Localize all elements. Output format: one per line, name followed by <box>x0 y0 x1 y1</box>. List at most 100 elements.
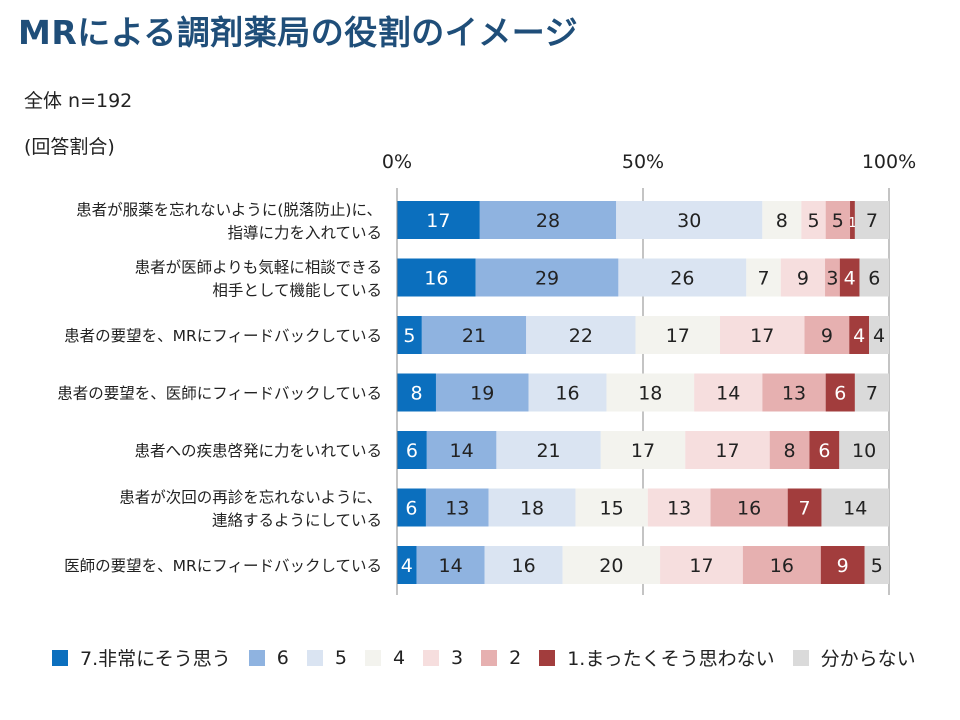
chart-legend: 7.非常にそう思う 6 5 4 3 2 1.まったくそう思わない 分からない <box>52 644 934 671</box>
data-label: 4 <box>401 555 413 577</box>
bar-segment <box>809 431 840 469</box>
category-label: 医師の要望を、MRにフィードバックしている <box>64 557 382 575</box>
data-label: 16 <box>424 268 448 290</box>
data-label: 17 <box>426 210 450 232</box>
data-label: 5 <box>403 325 415 347</box>
bar-segment <box>762 373 826 412</box>
legend-swatch <box>423 649 440 666</box>
bar-segment <box>660 546 743 584</box>
bar-segment <box>397 316 422 354</box>
data-label: 6 <box>405 498 417 520</box>
legend-label: 4 <box>392 646 406 669</box>
bar-segment <box>825 201 851 239</box>
bar-segment <box>426 431 497 469</box>
bar-segment <box>397 258 476 297</box>
data-label: 30 <box>677 210 701 232</box>
bar-segment <box>742 546 821 584</box>
legend-item: 5 <box>306 647 347 669</box>
bar-segment <box>839 258 860 297</box>
data-label: 16 <box>770 555 794 577</box>
category-label: 指導に力を入れている <box>227 224 382 242</box>
bar-segment <box>397 201 480 239</box>
data-label: 6 <box>818 440 830 462</box>
data-label: 17 <box>631 440 655 462</box>
x-tick-label: 100% <box>862 151 916 173</box>
sample-size-label: 全体 n=192 <box>24 90 133 112</box>
bar-segment <box>850 201 855 239</box>
data-label: 4 <box>873 325 885 347</box>
bar-segment <box>435 373 529 412</box>
data-label: 1 <box>848 216 856 231</box>
bar-segment <box>694 373 763 412</box>
data-label: 18 <box>638 383 662 405</box>
data-label: 17 <box>715 440 739 462</box>
legend-item: 7.非常にそう思う <box>52 644 231 671</box>
category-label: 患者が次回の再診を忘れないように、 <box>119 489 382 507</box>
legend-swatch <box>539 649 556 666</box>
legend-swatch <box>306 649 323 666</box>
bar-segment <box>397 546 417 584</box>
data-label: 4 <box>853 325 865 347</box>
legend-label: 3 <box>451 646 464 669</box>
data-label: 9 <box>821 325 833 347</box>
bar-segment <box>526 316 636 354</box>
legend-item: 1.まったくそう思わない <box>539 644 775 671</box>
data-label: 13 <box>445 498 469 520</box>
bar-segment <box>416 546 485 584</box>
data-label: 7 <box>799 498 811 520</box>
legend-swatch <box>248 649 265 666</box>
data-label: 17 <box>689 555 713 577</box>
data-label: 20 <box>599 555 623 577</box>
bar-segment <box>685 431 770 469</box>
data-label: 29 <box>535 268 559 290</box>
category-label: 連絡するようにしている <box>212 512 382 530</box>
data-label: 26 <box>670 268 694 290</box>
legend-swatch <box>52 649 68 666</box>
bar-segment <box>710 488 788 527</box>
data-label: 13 <box>782 383 806 405</box>
legend-item: 6 <box>248 646 289 669</box>
data-label: 17 <box>666 325 690 347</box>
category-label: 患者の要望を、MRにフィードバックしている <box>64 327 382 345</box>
bar-segment <box>869 316 889 354</box>
category-label: 患者が服薬を忘れないように(脱落防止)に、 <box>76 201 382 219</box>
bar-segment <box>762 201 802 239</box>
bar-segment <box>839 431 889 469</box>
bar-segment <box>825 373 855 412</box>
data-label: 16 <box>555 383 579 405</box>
bar-segment <box>769 431 810 469</box>
bar-segment <box>825 258 840 297</box>
bar-segment <box>479 201 617 239</box>
bar-segment <box>496 431 601 469</box>
bar-segment <box>746 258 781 297</box>
data-label: 4 <box>844 268 856 290</box>
data-label: 6 <box>868 268 880 290</box>
legend-label: 分からない <box>820 648 916 670</box>
bar-segment <box>787 488 822 527</box>
data-label: 14 <box>843 498 867 520</box>
data-label: 7 <box>757 268 769 290</box>
legend-item: 3 <box>423 647 463 669</box>
data-label: 5 <box>832 210 844 232</box>
bar-segment <box>421 316 527 354</box>
bar-segment <box>854 373 889 412</box>
category-label: 相手として機能している <box>212 282 382 300</box>
bar-segment <box>397 488 426 527</box>
bar-segment <box>575 488 648 527</box>
category-label: 患者の要望を、医師にフィードバックしている <box>57 385 382 403</box>
legend-swatch <box>792 649 809 666</box>
data-label: 6 <box>406 440 418 462</box>
legend-label: 1.まったくそう思わない <box>567 648 775 670</box>
legend-item: 分からない <box>792 644 916 671</box>
data-label: 18 <box>520 498 544 520</box>
unit-label: (回答割合) <box>24 136 115 158</box>
bar-segment <box>475 258 619 297</box>
data-label: 8 <box>776 210 788 232</box>
page-title: MRによる調剤薬局の役割のイメージ <box>18 13 579 52</box>
legend-label: 6 <box>276 646 289 669</box>
data-label: 13 <box>667 498 691 520</box>
bar-segment <box>488 488 576 527</box>
bar-segment <box>647 488 711 527</box>
data-label: 10 <box>852 440 876 462</box>
